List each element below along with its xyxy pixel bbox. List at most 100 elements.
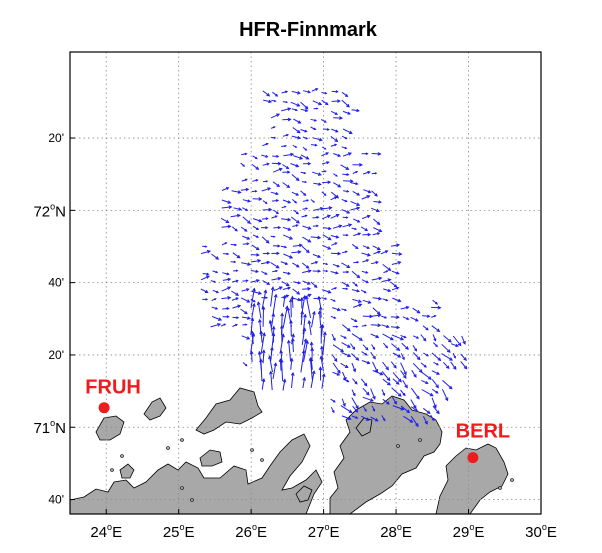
current-vector (342, 224, 352, 228)
current-vector (362, 171, 370, 175)
current-vector-head (378, 228, 383, 233)
current-vector (382, 333, 394, 341)
current-vector-head (396, 286, 400, 290)
current-vector-head (235, 297, 239, 301)
current-vector (282, 226, 291, 231)
current-vector-head (273, 126, 276, 129)
current-vector (309, 357, 313, 380)
current-vector-head (318, 366, 323, 371)
current-vector-head (423, 364, 427, 368)
current-vector (290, 101, 300, 107)
current-vector-head (307, 287, 312, 291)
current-vector (382, 264, 391, 271)
current-vector-head (327, 180, 332, 185)
current-vector-head (447, 338, 452, 343)
current-vector-head (377, 250, 381, 254)
current-vector-head (228, 205, 233, 210)
current-vector-head (333, 299, 336, 302)
current-vector-head (289, 255, 294, 259)
current-vector-head (275, 93, 279, 97)
current-vector-head (300, 310, 305, 315)
current-vector (322, 234, 332, 241)
land-polygon (143, 397, 167, 421)
current-vector (333, 182, 341, 188)
current-vector-head (415, 423, 419, 428)
current-vector (322, 332, 326, 355)
current-vector (272, 363, 277, 380)
current-vector (322, 181, 331, 184)
current-vector-head (280, 312, 285, 317)
current-vector-head (225, 219, 230, 223)
current-vector-head (406, 317, 410, 320)
current-vector-head (435, 301, 439, 305)
current-vector-head (284, 90, 289, 94)
current-vector-head (335, 90, 339, 94)
current-vector-head (396, 315, 400, 319)
current-vector-head (387, 267, 392, 272)
current-vector (460, 353, 467, 361)
current-vector-head (277, 161, 282, 166)
y-tick-label: 71oN (33, 418, 66, 437)
current-vector-head (273, 136, 277, 139)
current-vector-head (246, 336, 251, 340)
current-vector-head (276, 211, 280, 215)
current-vector-head (282, 294, 287, 299)
current-vector (372, 227, 382, 232)
current-vector (270, 347, 273, 362)
current-vector (382, 378, 391, 386)
current-vector (321, 152, 329, 157)
current-vector-head (233, 260, 237, 264)
current-vector (310, 261, 318, 265)
current-vector (322, 244, 331, 250)
current-vector (280, 334, 284, 352)
current-vector-head (286, 133, 289, 137)
current-vector-head (397, 298, 402, 303)
current-vector (320, 307, 322, 318)
current-vector (343, 180, 353, 182)
current-vector-head (374, 418, 379, 422)
current-vector-head (449, 357, 453, 361)
current-vector-head (313, 127, 317, 130)
current-vector-head (223, 323, 227, 326)
current-vector-head (279, 349, 284, 354)
current-vector (362, 396, 374, 402)
current-vector (390, 281, 397, 288)
current-vector (291, 251, 301, 254)
current-vector (302, 236, 311, 243)
current-vector (443, 361, 450, 369)
current-vector (301, 245, 310, 253)
current-vector (422, 315, 430, 317)
current-vector (443, 335, 452, 343)
current-vector-head (296, 129, 301, 134)
current-vector-head (265, 239, 270, 244)
current-vector-head (305, 249, 310, 254)
map-title: HFR-Finnmark (239, 19, 378, 41)
current-vector-head (310, 347, 315, 352)
current-vector (312, 253, 321, 258)
current-vector (373, 218, 380, 225)
current-vector-head (259, 330, 264, 335)
current-vector (319, 311, 322, 326)
current-vector-head (317, 235, 322, 240)
current-vector (300, 154, 309, 160)
current-vector (342, 152, 352, 157)
current-vector (292, 338, 294, 352)
current-vector-head (294, 145, 298, 148)
current-vector-head (270, 346, 274, 351)
current-vector (452, 335, 462, 346)
current-vector-head (247, 262, 252, 266)
current-vector-head (375, 260, 379, 265)
current-vector-head (356, 206, 361, 211)
current-vector (431, 370, 440, 375)
current-vector-head (289, 298, 293, 303)
current-vector (260, 333, 265, 354)
current-vector (400, 362, 407, 375)
current-vector-head (321, 372, 326, 377)
current-vector-head (265, 142, 269, 146)
islet (180, 438, 184, 442)
current-vector (361, 195, 370, 200)
current-vector-head (317, 310, 322, 315)
current-vector-head (374, 193, 378, 197)
current-vector-head (314, 143, 318, 147)
current-vector (361, 252, 371, 256)
